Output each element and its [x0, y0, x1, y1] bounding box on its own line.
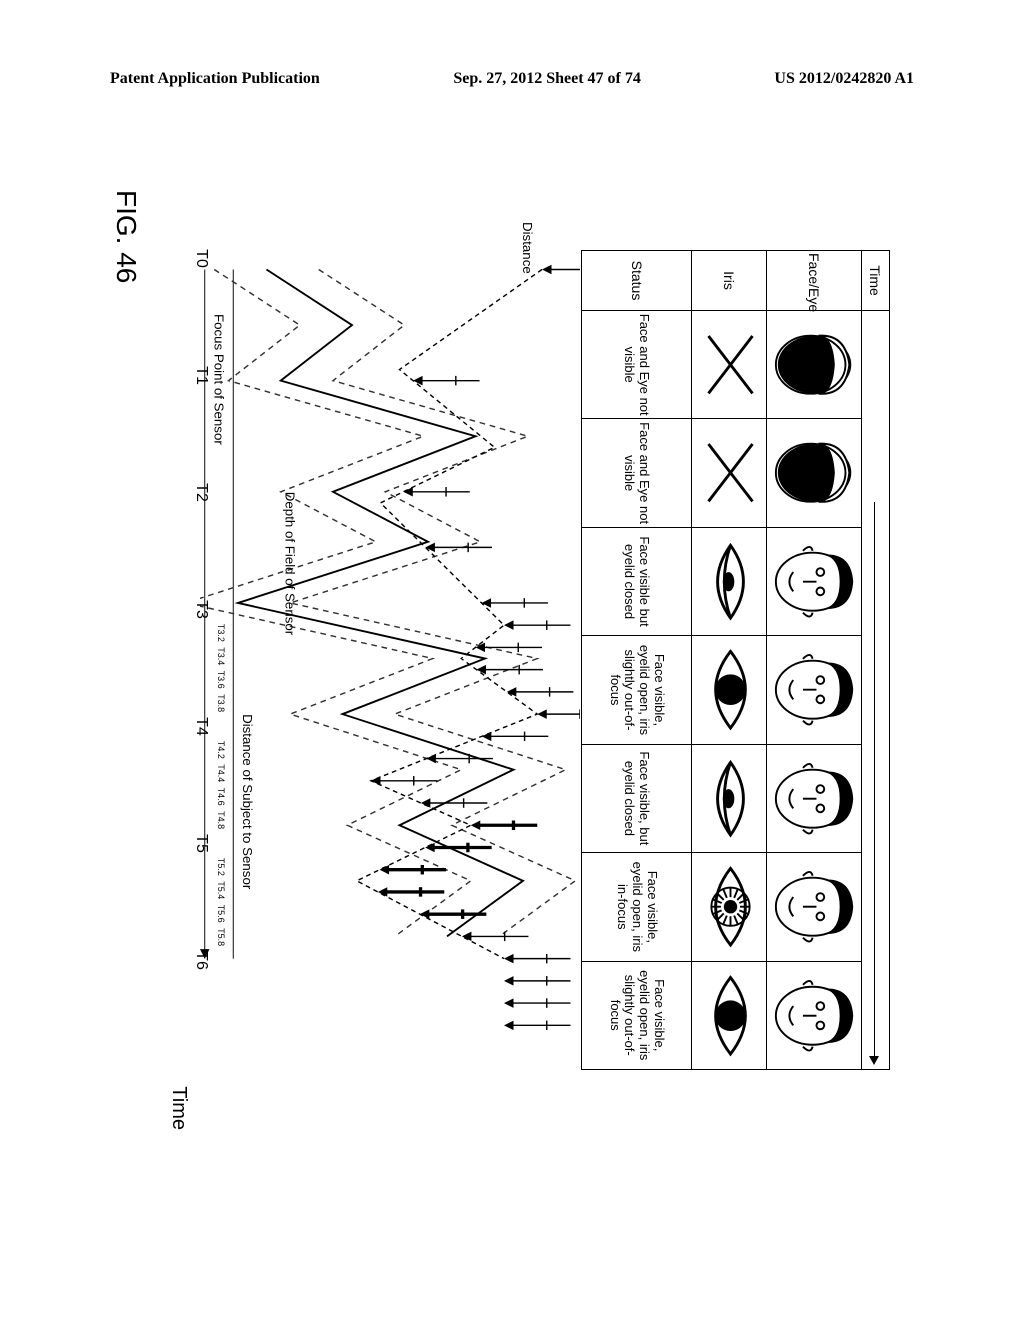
face-front-icon [772, 964, 859, 1067]
time-row-label: Time [862, 251, 890, 311]
status-cell: Face visible, eyelid open, iris slightly… [582, 961, 692, 1069]
time-tick-minor: T4.8 [216, 811, 226, 829]
iris-x-icon [697, 421, 764, 524]
distance-chart: Distance Focus Point of Sensor Depth of Fi… [200, 190, 580, 1090]
face-front-icon [772, 855, 859, 958]
iris-blurry-icon [697, 964, 764, 1067]
status-row: Status Face and Eye not visible Face and… [582, 251, 692, 1070]
time-tick-major: T6 [192, 951, 210, 970]
time-arrow-icon [867, 313, 885, 1067]
iris-row-label: Iris [692, 251, 767, 311]
figure-46: FIG. 46 Time Face/Eye Iris [150, 190, 890, 1090]
header-center: Sep. 27, 2012 Sheet 47 of 74 [453, 70, 641, 88]
face-cell [767, 419, 862, 527]
time-tick-minor: T4.4 [216, 764, 226, 782]
iris-closed-icon [697, 530, 764, 633]
face-row: Face/Eye [767, 251, 862, 1070]
face-front-icon [772, 638, 859, 741]
iris-blurry-icon [697, 638, 764, 741]
time-tick-minor: T3.4 [216, 647, 226, 665]
time-row: Time [862, 251, 890, 1070]
status-cell: Face and Eye not visible [582, 419, 692, 527]
status-cell: Face visible, eyelid open, iris slightly… [582, 636, 692, 744]
iris-closed-icon [697, 747, 764, 850]
svg-text:Distance: Distance [520, 222, 535, 274]
iris-cell [692, 744, 767, 852]
face-front-icon [772, 747, 859, 850]
status-cell: Face visible but eyelid closed [582, 527, 692, 635]
iris-sharp-icon [697, 855, 764, 958]
iris-cell [692, 527, 767, 635]
iris-cell [692, 961, 767, 1069]
figure-container: FIG. 46 Time Face/Eye Iris [70, 270, 970, 1010]
time-tick-major: T3 [192, 600, 210, 619]
face-cell [767, 311, 862, 419]
status-row-label: Status [582, 251, 692, 311]
time-axis-label: Time [167, 1086, 190, 1130]
header-right: US 2012/0242820 A1 [774, 70, 914, 88]
time-tick-minor: T5.8 [216, 928, 226, 946]
face-cell [767, 527, 862, 635]
face-cell [767, 636, 862, 744]
time-tick-major: T0 [192, 249, 210, 268]
time-tick-major: T4 [192, 717, 210, 736]
time-tick-minor: T5.2 [216, 858, 226, 876]
svg-text:Focus Point of Sensor: Focus Point of Sensor [211, 314, 226, 445]
face-front-icon [772, 530, 859, 633]
time-arrow-cell [862, 311, 890, 1070]
face-back-icon [772, 313, 859, 416]
svg-text:Distance of Subject to Sensor: Distance of Subject to Sensor [240, 714, 255, 890]
face-back-icon [772, 421, 859, 524]
page-header: Patent Application Publication Sep. 27, … [0, 70, 1024, 88]
time-tick-minor: T4.2 [216, 741, 226, 759]
figure-label: FIG. 46 [110, 190, 142, 283]
time-tick-minor: T4.6 [216, 788, 226, 806]
iris-cell [692, 853, 767, 961]
time-tick-minor: T3.2 [216, 624, 226, 642]
status-cell: Face visible, but eyelid closed [582, 744, 692, 852]
time-tick-minor: T5.4 [216, 881, 226, 899]
face-cell [767, 853, 862, 961]
time-tick-major: T5 [192, 834, 210, 853]
iris-cell [692, 636, 767, 744]
time-tick-minor: T5.6 [216, 905, 226, 923]
time-tick-minor: T3.6 [216, 671, 226, 689]
iris-row: Iris [692, 251, 767, 1070]
time-tick-major: T1 [192, 366, 210, 385]
iris-x-icon [697, 313, 764, 416]
status-cell: Face and Eye not visible [582, 311, 692, 419]
face-row-label: Face/Eye [767, 251, 862, 311]
header-left: Patent Application Publication [110, 70, 320, 88]
time-tick-major: T2 [192, 483, 210, 502]
time-tick-minor: T3.8 [216, 694, 226, 712]
state-table: Time Face/Eye Iris [581, 250, 890, 1070]
status-cell: Face visible, eyelid open, iris in-focus [582, 853, 692, 961]
svg-text:Depth of Field of Sensor: Depth of Field of Sensor [283, 492, 298, 636]
iris-cell [692, 419, 767, 527]
face-cell [767, 961, 862, 1069]
iris-cell [692, 311, 767, 419]
face-cell [767, 744, 862, 852]
